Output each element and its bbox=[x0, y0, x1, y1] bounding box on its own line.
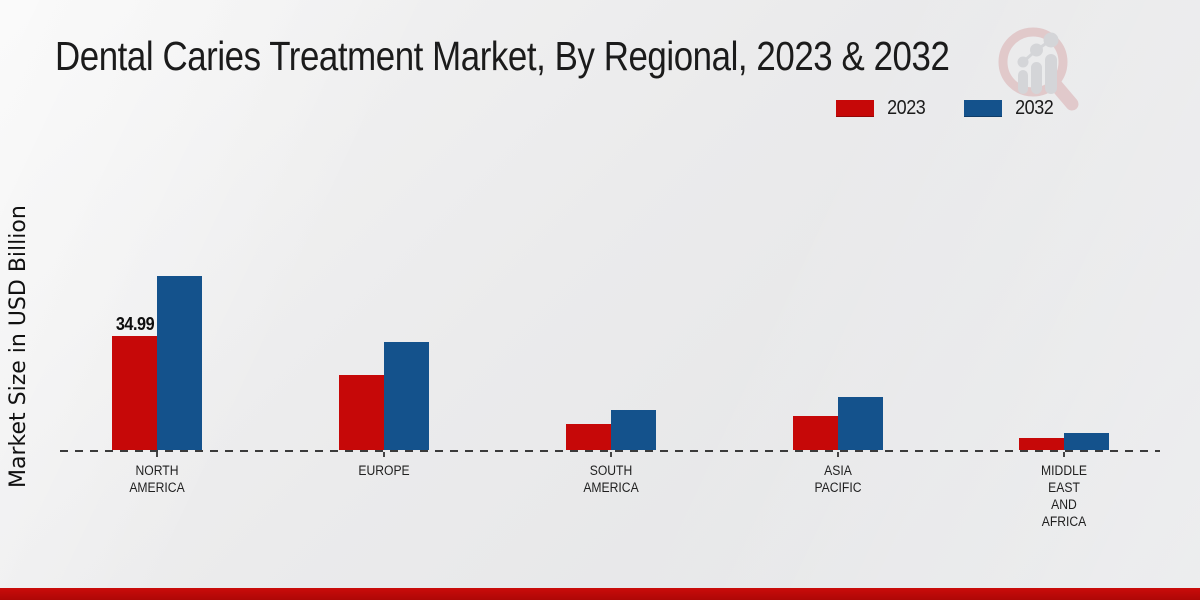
value-label-2023-north-america: 34.99 bbox=[115, 314, 154, 334]
category-label-north-america: NORTH AMERICA bbox=[129, 463, 185, 495]
axis-tick-asia-pacific bbox=[836, 452, 839, 457]
bar-2032-europe bbox=[384, 342, 429, 450]
category-label-asia-pacific: ASIA PACIFIC bbox=[813, 463, 862, 495]
category-label-europe: EUROPE bbox=[358, 463, 410, 478]
legend-label-2023: 2023 bbox=[887, 97, 926, 119]
bar-2032-middle-east-and-africa bbox=[1064, 433, 1109, 450]
bar-2023-asia-pacific bbox=[792, 415, 838, 450]
bar-2032-south-america bbox=[610, 410, 656, 450]
legend-swatch-2032 bbox=[963, 100, 1002, 117]
axis-tick-middle-east-and-africa bbox=[1063, 452, 1065, 457]
y-axis-label: Market Size in USD Billion bbox=[6, 205, 31, 489]
chart-title: Dental Caries Treatment Market, By Regio… bbox=[55, 33, 950, 79]
axis-tick-north-america bbox=[156, 452, 158, 457]
bar-2023-middle-east-and-africa bbox=[1019, 437, 1064, 450]
x-axis-baseline bbox=[60, 450, 1160, 452]
legend: 2023 2032 bbox=[836, 97, 1055, 120]
legend-item-2032: 2032 bbox=[963, 97, 1056, 120]
category-label-middle-east-and-africa: MIDDLE EAST AND AFRICA bbox=[1041, 463, 1087, 529]
bar-2032-north-america bbox=[157, 276, 202, 450]
bar-2023-south-america bbox=[565, 423, 611, 450]
axis-tick-south-america bbox=[609, 452, 612, 457]
magnifier-growth-chart-logo bbox=[998, 27, 1079, 111]
bar-2032-asia-pacific bbox=[837, 397, 883, 450]
axis-tick-europe bbox=[383, 452, 385, 457]
bar-2023-europe bbox=[339, 375, 384, 450]
legend-item-2023: 2023 bbox=[836, 97, 928, 120]
bar-2023-north-america bbox=[112, 336, 157, 450]
footer-red-stripe bbox=[0, 588, 1200, 600]
legend-swatch-2023 bbox=[836, 100, 874, 117]
legend-label-2032: 2032 bbox=[1014, 97, 1054, 119]
category-label-south-america: SOUTH AMERICA bbox=[582, 463, 639, 495]
